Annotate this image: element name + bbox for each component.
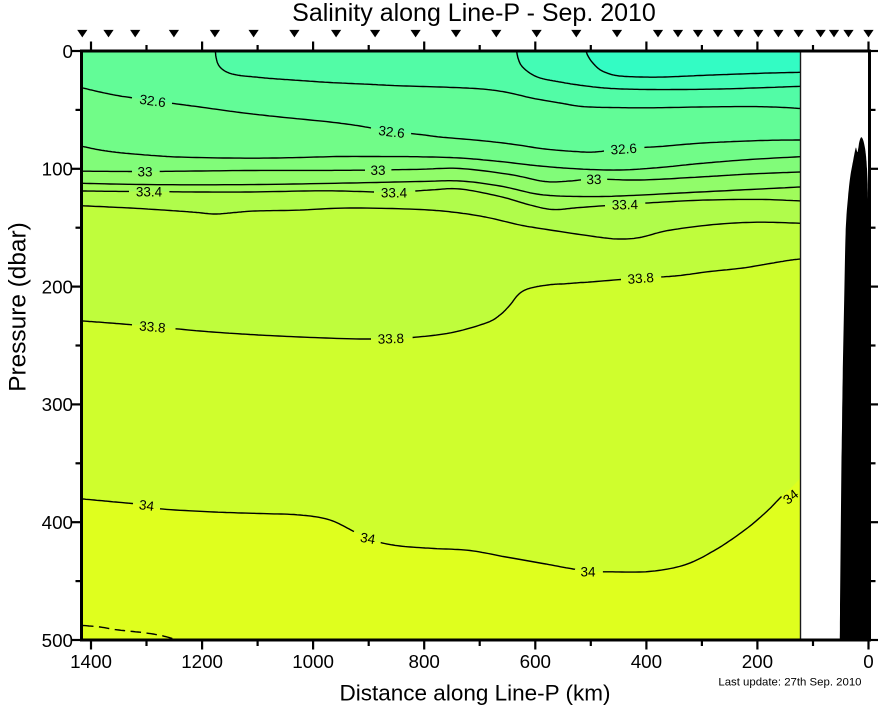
- svg-text:600: 600: [520, 651, 551, 672]
- svg-text:32.6: 32.6: [610, 141, 637, 158]
- svg-text:33.8: 33.8: [377, 331, 404, 347]
- svg-text:400: 400: [42, 512, 73, 533]
- svg-text:32.6: 32.6: [378, 123, 406, 141]
- svg-text:1000: 1000: [292, 651, 334, 672]
- svg-text:400: 400: [631, 651, 662, 672]
- svg-text:33: 33: [370, 163, 385, 178]
- svg-text:33: 33: [137, 165, 152, 180]
- svg-text:1400: 1400: [70, 651, 112, 672]
- svg-text:Distance along Line-P (km): Distance along Line-P (km): [340, 681, 611, 706]
- svg-text:100: 100: [42, 159, 73, 180]
- svg-text:0: 0: [863, 651, 873, 672]
- svg-text:800: 800: [409, 651, 440, 672]
- svg-text:1200: 1200: [181, 651, 223, 672]
- svg-text:33.4: 33.4: [381, 185, 408, 200]
- svg-text:200: 200: [742, 651, 773, 672]
- svg-text:34: 34: [138, 497, 155, 514]
- svg-text:34: 34: [580, 564, 596, 579]
- svg-text:Pressure (dbar): Pressure (dbar): [5, 222, 32, 391]
- svg-text:Salinity along Line-P - Sep. 2: Salinity along Line-P - Sep. 2010: [292, 0, 656, 27]
- svg-text:34: 34: [359, 530, 377, 547]
- svg-text:300: 300: [42, 394, 73, 415]
- svg-text:0: 0: [63, 41, 73, 62]
- svg-text:33.8: 33.8: [139, 318, 166, 335]
- svg-text:33.4: 33.4: [136, 185, 163, 200]
- svg-text:33.8: 33.8: [627, 270, 654, 287]
- svg-text:500: 500: [42, 630, 73, 651]
- svg-text:32.6: 32.6: [139, 92, 167, 111]
- svg-text:33: 33: [586, 172, 601, 187]
- svg-text:Last update: 27th Sep. 2010: Last update: 27th Sep. 2010: [718, 677, 861, 689]
- svg-text:200: 200: [42, 276, 73, 297]
- svg-text:33.4: 33.4: [612, 197, 639, 212]
